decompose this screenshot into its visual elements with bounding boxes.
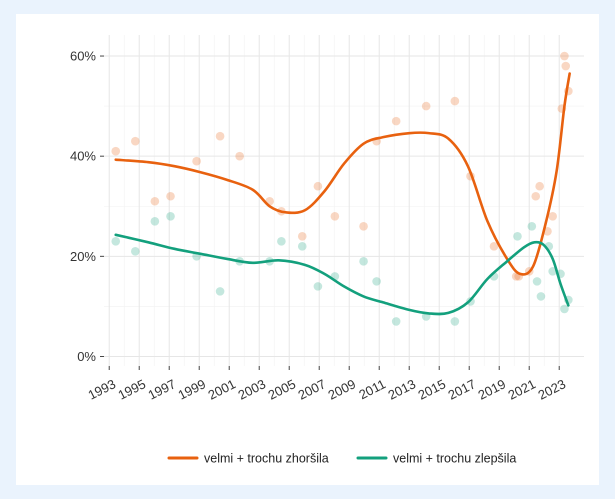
x-tick-label: 2021 (506, 376, 539, 402)
point-zhorsila (531, 191, 541, 201)
point-zhorsila (421, 101, 431, 111)
point-zhorsila (131, 136, 140, 146)
x-tick-label: 2007 (296, 376, 329, 402)
y-tick-label: 40% (70, 149, 96, 164)
point-zlepsila (372, 277, 381, 286)
chart: 0% 20% 40% 60% 1993199519971999200120032005… (70, 35, 584, 466)
point-zhorsila (391, 116, 401, 126)
x-tick-label: 2001 (206, 376, 239, 402)
point-zhorsila (359, 221, 368, 231)
x-tick-label: 2019 (476, 376, 509, 402)
point-zhorsila (297, 232, 307, 241)
point-zlepsila (297, 242, 307, 251)
point-zlepsila (111, 237, 121, 246)
x-tick-label: 1993 (86, 376, 119, 402)
x-tick-label: 2009 (326, 376, 359, 402)
trend-line-zhorsila (114, 72, 571, 276)
grid (104, 35, 584, 366)
point-zhorsila (535, 181, 544, 191)
point-zhorsila (561, 61, 571, 71)
x-tick-label: 2005 (266, 376, 299, 402)
point-zhorsila (560, 51, 569, 61)
x-tick-label: 1999 (176, 376, 209, 402)
point-zhorsila (111, 146, 121, 156)
x-tick-label: 2015 (416, 376, 449, 402)
x-tick-label: 2013 (386, 376, 419, 402)
x-tick-label: 2011 (356, 376, 388, 402)
point-zlepsila (359, 257, 368, 266)
point-zlepsila (277, 237, 286, 246)
y-tick-label: 0% (77, 349, 96, 364)
point-zlepsila (391, 317, 401, 326)
point-zlepsila (131, 247, 140, 256)
chart-panel: 0% 20% 40% 60% 1993 1995 1997 1999 2001 2003 2005… (16, 14, 599, 485)
point-zlepsila (527, 221, 537, 231)
point-zhorsila (166, 191, 175, 201)
point-zlepsila (166, 211, 175, 221)
legend-label-zlepsila: velmi + trochu zlepšila (393, 452, 516, 466)
point-zlepsila (513, 232, 522, 241)
y-tick-label: 20% (70, 249, 96, 264)
point-zhorsila (192, 156, 201, 166)
x-tick-label: 2023 (536, 376, 569, 402)
point-zhorsila (489, 242, 499, 251)
point-zlepsila (560, 304, 569, 314)
x-axis-labels: 1993199519971999200120032005200720092011… (86, 366, 569, 403)
x-tick-label: 1995 (116, 376, 149, 402)
point-zlepsila (215, 287, 225, 296)
y-tick-label: 60% (70, 49, 96, 64)
point-zlepsila (450, 317, 460, 326)
legend: velmi + trochu zhoršila velmi + trochu z… (167, 452, 516, 466)
point-zhorsila (215, 131, 225, 141)
x-tick-label: 2003 (236, 376, 269, 402)
x-tick-label: 2017 (446, 376, 479, 402)
point-zhorsila (330, 211, 340, 221)
point-zhorsila (548, 211, 557, 221)
y-axis-labels: 0% 20% 40% 60% (70, 49, 104, 364)
legend-label-zhorsila: velmi + trochu zhoršila (204, 452, 329, 466)
point-zlepsila (532, 277, 542, 286)
point-zhorsila (150, 196, 160, 206)
point-zlepsila (313, 282, 323, 291)
x-tick-label: 1997 (146, 376, 179, 402)
trend-line-zlepsila (114, 233, 570, 316)
data-points (111, 51, 573, 326)
point-zlepsila (536, 292, 546, 301)
trend-lines (114, 72, 571, 316)
point-zhorsila (450, 96, 460, 106)
point-zlepsila (150, 216, 160, 226)
point-zhorsila (235, 151, 244, 161)
point-zhorsila (313, 181, 323, 191)
